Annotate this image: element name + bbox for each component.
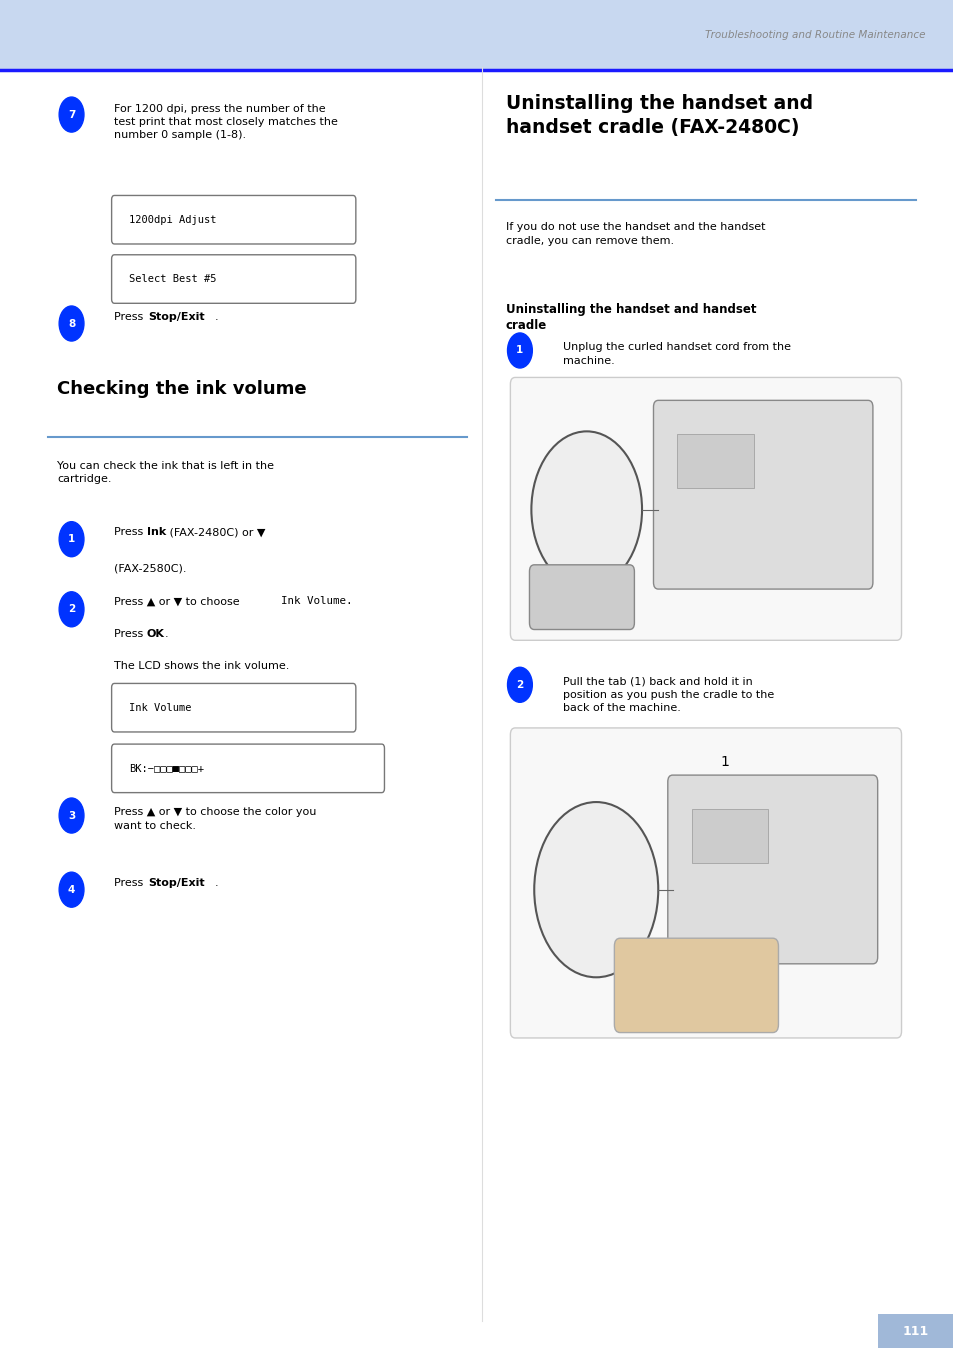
Text: 2: 2 — [68, 604, 75, 615]
Text: 1: 1 — [516, 345, 523, 356]
Text: OK: OK — [147, 628, 165, 639]
FancyBboxPatch shape — [529, 565, 634, 630]
Text: If you do not use the handset and the handset
cradle, you can remove them.: If you do not use the handset and the ha… — [505, 222, 764, 245]
Text: 3: 3 — [68, 810, 75, 821]
Text: .: . — [214, 311, 218, 322]
Circle shape — [534, 802, 658, 977]
Text: Press: Press — [114, 527, 147, 538]
Text: Stop/Exit: Stop/Exit — [148, 311, 204, 322]
FancyBboxPatch shape — [653, 400, 872, 589]
FancyBboxPatch shape — [112, 744, 384, 793]
FancyBboxPatch shape — [691, 809, 767, 863]
Circle shape — [507, 667, 532, 702]
FancyBboxPatch shape — [112, 195, 355, 244]
Text: Uninstalling the handset and
handset cradle (FAX-2480C): Uninstalling the handset and handset cra… — [505, 94, 812, 137]
Text: .: . — [214, 878, 218, 888]
Text: 1: 1 — [720, 755, 729, 768]
Text: (FAX-2580C).: (FAX-2580C). — [114, 563, 187, 574]
FancyBboxPatch shape — [510, 377, 901, 640]
Circle shape — [59, 522, 84, 557]
FancyBboxPatch shape — [877, 1314, 953, 1348]
Text: The LCD shows the ink volume.: The LCD shows the ink volume. — [114, 661, 290, 671]
Text: Uninstalling the handset and handset
cradle: Uninstalling the handset and handset cra… — [505, 303, 756, 333]
Circle shape — [59, 798, 84, 833]
Text: Checking the ink volume: Checking the ink volume — [57, 380, 307, 398]
FancyBboxPatch shape — [614, 938, 778, 1033]
Text: (FAX-2480C) or ▼: (FAX-2480C) or ▼ — [166, 527, 265, 538]
Text: Pull the tab (1) back and hold it in
position as you push the cradle to the
back: Pull the tab (1) back and hold it in pos… — [562, 677, 773, 713]
FancyBboxPatch shape — [112, 683, 355, 732]
Text: 7: 7 — [68, 109, 75, 120]
Circle shape — [59, 872, 84, 907]
Text: 8: 8 — [68, 318, 75, 329]
FancyBboxPatch shape — [677, 434, 753, 488]
Text: 2: 2 — [516, 679, 523, 690]
Text: Press: Press — [114, 878, 147, 888]
FancyBboxPatch shape — [112, 255, 355, 303]
Circle shape — [531, 431, 641, 588]
Text: BK:−□□□■□□□+: BK:−□□□■□□□+ — [129, 763, 204, 774]
Text: Ink Volume: Ink Volume — [129, 702, 192, 713]
Text: You can check the ink that is left in the
cartridge.: You can check the ink that is left in th… — [57, 461, 274, 484]
Text: Ink Volume.: Ink Volume. — [281, 596, 353, 607]
FancyBboxPatch shape — [0, 0, 953, 70]
Text: Press ▲ or ▼ to choose: Press ▲ or ▼ to choose — [114, 596, 243, 607]
Circle shape — [59, 97, 84, 132]
Text: For 1200 dpi, press the number of the
test print that most closely matches the
n: For 1200 dpi, press the number of the te… — [114, 104, 338, 140]
Text: Press ▲ or ▼ to choose the color you
want to check.: Press ▲ or ▼ to choose the color you wan… — [114, 807, 316, 830]
Text: 111: 111 — [902, 1325, 928, 1337]
Text: .: . — [165, 628, 169, 639]
Circle shape — [59, 592, 84, 627]
Text: Press: Press — [114, 628, 147, 639]
Text: Press: Press — [114, 311, 147, 322]
FancyBboxPatch shape — [510, 728, 901, 1038]
Text: Stop/Exit: Stop/Exit — [148, 878, 204, 888]
Text: 1200dpi Adjust: 1200dpi Adjust — [129, 214, 216, 225]
Text: Select Best #5: Select Best #5 — [129, 274, 216, 284]
Text: 4: 4 — [68, 884, 75, 895]
Text: 1: 1 — [68, 534, 75, 545]
FancyBboxPatch shape — [667, 775, 877, 964]
Circle shape — [507, 333, 532, 368]
Text: Troubleshooting and Routine Maintenance: Troubleshooting and Routine Maintenance — [704, 30, 924, 40]
Circle shape — [59, 306, 84, 341]
Text: Unplug the curled handset cord from the
machine.: Unplug the curled handset cord from the … — [562, 342, 790, 365]
Text: Ink: Ink — [147, 527, 166, 538]
